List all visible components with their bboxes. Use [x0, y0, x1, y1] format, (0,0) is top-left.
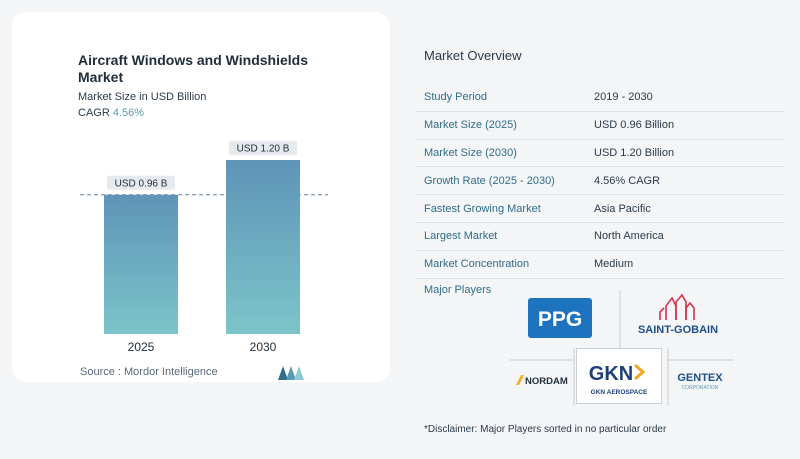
overview-row: Market Size (2025) USD 0.96 Billion [416, 111, 784, 140]
data-label-background [107, 175, 175, 190]
overview-row-value: USD 0.96 Billion [586, 111, 784, 140]
overview-row: Largest Market North America [416, 222, 784, 251]
overview-row-label: Largest Market [416, 222, 586, 251]
overview-row-value: 4.56% CAGR [586, 166, 784, 196]
saint-gobain-logo-text: SAINT-GOBAIN [638, 324, 718, 336]
overview-row: Fastest Growing Market Asia Pacific [416, 194, 784, 223]
overview-row-value: North America [586, 222, 784, 251]
gkn-logo-subtext: GKN AEROSPACE [591, 389, 648, 396]
overview-row-value: Medium [586, 250, 784, 279]
data-label-background [229, 141, 297, 155]
gkn-logo-box: GKN GKN AEROSPACE [576, 348, 662, 404]
gentex-logo-subtext: CORPORATION [682, 385, 719, 391]
overview-table: Study Period 2019 - 2030 Market Size (2025… [416, 84, 784, 279]
overview-row-value: USD 1.20 Billion [586, 139, 784, 168]
source-note: Source : Mordor Intelligence [80, 366, 218, 378]
x-tick-label-2025: 2025 [128, 340, 155, 354]
overview-row: Study Period 2019 - 2030 [416, 84, 784, 112]
overview-row: Market Size (2030) USD 1.20 Billion [416, 139, 784, 168]
overview-row-label: Market Size (2025) [416, 111, 586, 140]
mordor-logo-icon [278, 366, 304, 380]
overview-row-label: Study Period [416, 84, 586, 112]
x-tick-label-2030: 2030 [250, 340, 277, 354]
cagr-line: CAGR 4.56% [78, 107, 144, 119]
bar-chart: USD 0.96 B 2025 USD 1.20 B 2030 [80, 141, 328, 354]
ppg-logo-text: PPG [538, 308, 582, 331]
overview-row-label: Market Concentration [416, 250, 586, 279]
saint-gobain-logo-icon: SAINT-GOBAIN [638, 293, 718, 336]
cagr-value: 4.56% [112, 107, 145, 119]
gentex-logo-icon: GENTEX CORPORATION [677, 372, 723, 391]
major-players-title: Major Players [424, 284, 492, 296]
data-label-2030: USD 1.20 B [237, 144, 290, 155]
overview-title: Market Overview [424, 48, 522, 63]
bar-2025 [104, 194, 178, 334]
nordam-logo-text: NORDAM [525, 376, 568, 387]
chart-card [12, 12, 390, 382]
gkn-aerospace-logo-icon: GKN GKN AEROSPACE [589, 363, 648, 396]
overview-row-label: Fastest Growing Market [416, 194, 586, 223]
bar-2030 [226, 160, 300, 334]
ppg-logo-icon: PPG [528, 298, 592, 338]
chart-title: Aircraft Windows and Windshields Market [78, 52, 308, 85]
disclaimer: *Disclaimer: Major Players sorted in no … [424, 424, 667, 435]
overview-row-label: Growth Rate (2025 - 2030) [416, 166, 586, 196]
chart-subtitle: Market Size in USD Billion [78, 91, 207, 103]
data-label-2025: USD 0.96 B [115, 178, 168, 189]
gkn-logo-text: GKN [589, 363, 633, 385]
overview-row: Growth Rate (2025 - 2030) 4.56% CAGR [416, 166, 784, 196]
cagr-label: CAGR [78, 107, 110, 119]
nordam-logo-icon: NORDAM [516, 375, 568, 387]
overview-row: Market Concentration Medium [416, 250, 784, 279]
overview-row-value: 2019 - 2030 [586, 84, 784, 112]
overview-row-label: Market Size (2030) [416, 139, 586, 168]
logo-grid-dividers [510, 290, 734, 406]
gentex-logo-text: GENTEX [677, 372, 723, 384]
overview-row-value: Asia Pacific [586, 194, 784, 223]
